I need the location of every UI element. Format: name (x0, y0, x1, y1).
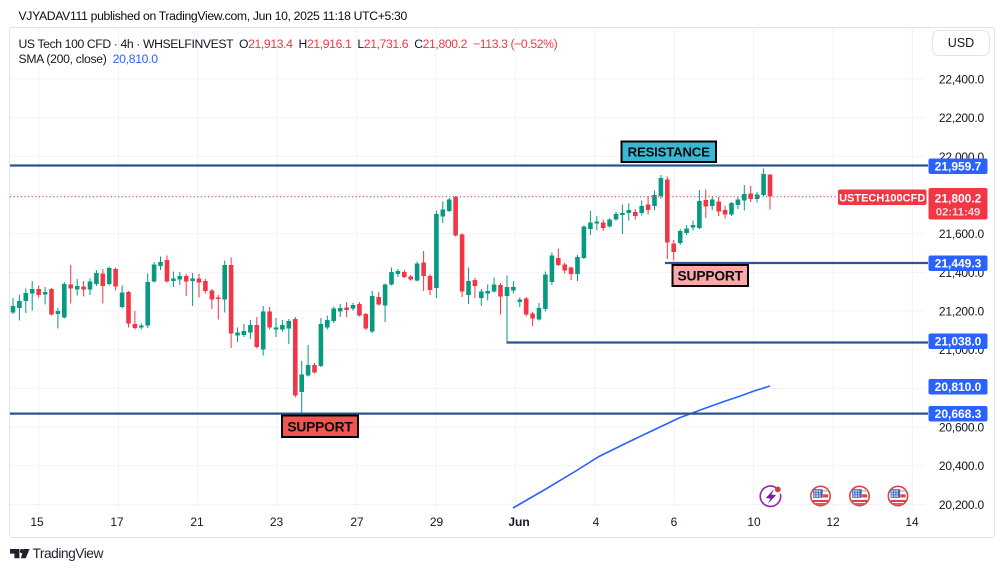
svg-text:USTECH100CFD: USTECH100CFD (839, 193, 925, 205)
svg-text:29: 29 (430, 515, 444, 529)
svg-text:21,449.3: 21,449.3 (935, 257, 982, 271)
svg-text:20,400.0: 20,400.0 (939, 459, 985, 473)
svg-text:4: 4 (593, 515, 600, 529)
svg-text:21: 21 (190, 515, 204, 529)
svg-text:21,600.0: 21,600.0 (939, 227, 985, 241)
svg-text:6: 6 (671, 515, 678, 529)
svg-text:SUPPORT: SUPPORT (678, 269, 744, 284)
svg-text:RESISTANCE: RESISTANCE (628, 145, 710, 160)
svg-text:02:11:49: 02:11:49 (936, 206, 981, 218)
svg-text:17: 17 (110, 515, 124, 529)
svg-text:20,810.0: 20,810.0 (935, 380, 982, 394)
svg-text:21,038.0: 21,038.0 (935, 335, 982, 349)
svg-text:20,200.0: 20,200.0 (939, 498, 985, 512)
svg-text:22,200.0: 22,200.0 (939, 111, 985, 125)
svg-text:10: 10 (747, 515, 761, 529)
svg-text:14: 14 (905, 515, 919, 529)
svg-text:20,668.3: 20,668.3 (935, 407, 982, 421)
svg-text:Jun: Jun (508, 515, 529, 529)
svg-text:27: 27 (350, 515, 364, 529)
svg-text:12: 12 (826, 515, 840, 529)
svg-text:SUPPORT: SUPPORT (287, 419, 353, 434)
svg-text:21,200.0: 21,200.0 (939, 305, 985, 319)
svg-text:23: 23 (270, 515, 284, 529)
svg-text:21,800.2: 21,800.2 (935, 191, 982, 205)
svg-text:22,400.0: 22,400.0 (939, 73, 985, 87)
svg-text:15: 15 (30, 515, 44, 529)
svg-text:21,959.7: 21,959.7 (935, 160, 982, 174)
svg-text:20,600.0: 20,600.0 (939, 421, 985, 435)
